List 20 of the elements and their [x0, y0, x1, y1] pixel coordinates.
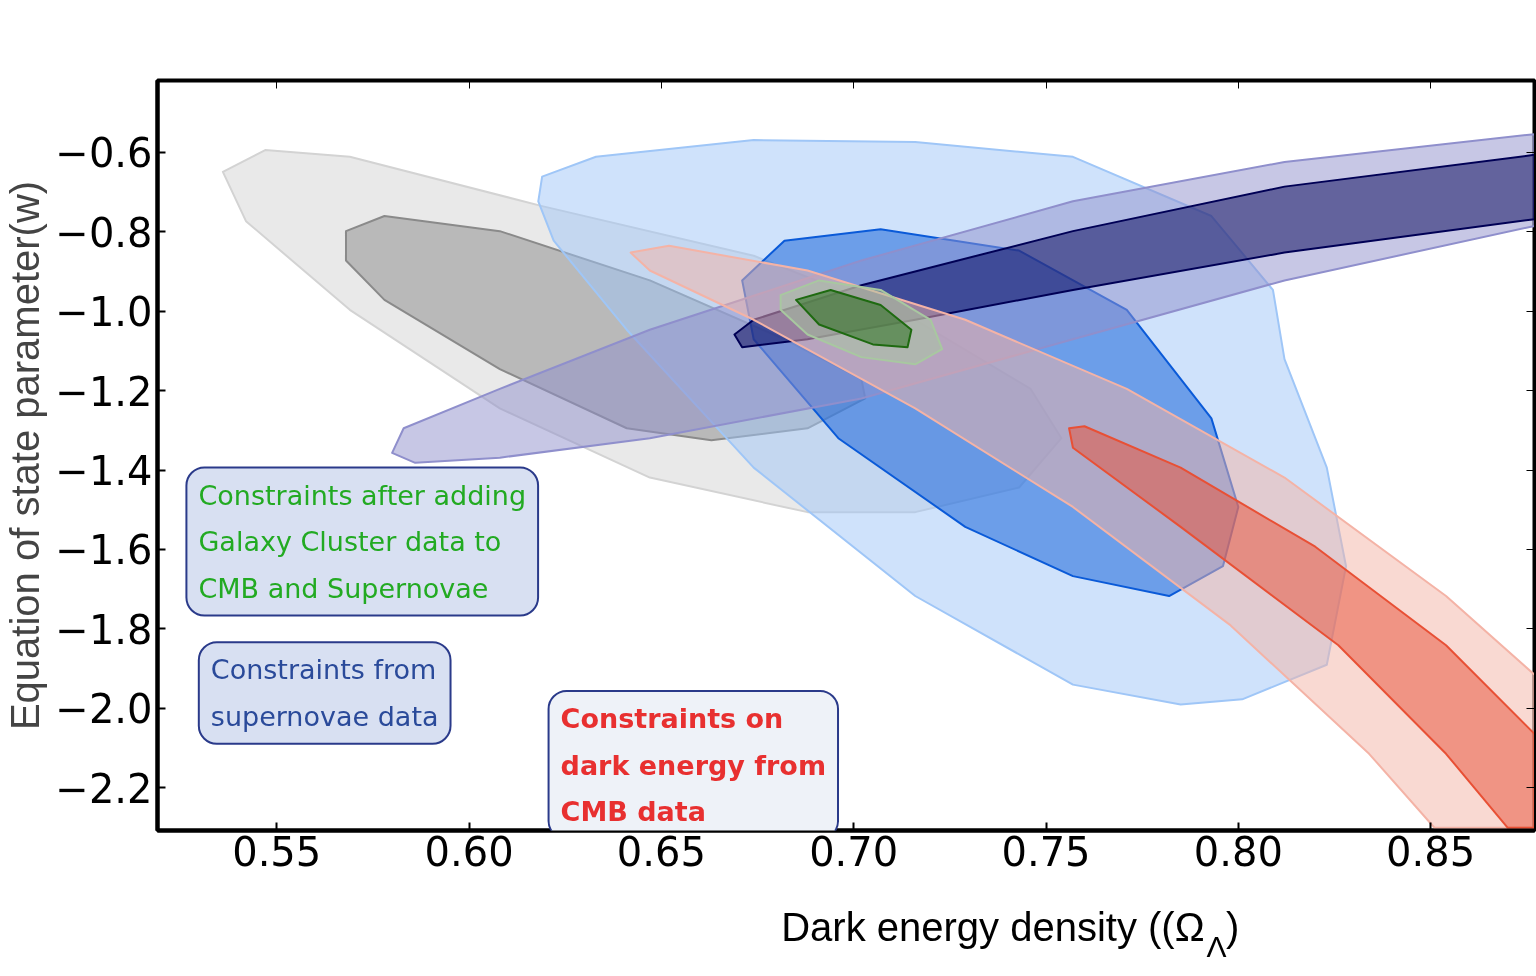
y-axis-title: Equation of state parameter(w) — [3, 180, 48, 731]
x-tick-label: 0.65 — [616, 828, 706, 875]
y-tick-label: −2.2 — [55, 765, 153, 812]
y-tick-label: −0.8 — [55, 209, 153, 256]
x-tick-label: 0.80 — [1193, 828, 1283, 875]
y-tick-label: −2.0 — [55, 686, 153, 733]
x-tick-label: 0.70 — [809, 828, 899, 875]
y-tick-label: −1.4 — [55, 448, 153, 495]
x-tick-label: 0.85 — [1386, 828, 1476, 875]
y-tick-label: −1.2 — [55, 368, 153, 415]
x-tick-label: 0.75 — [1001, 828, 1091, 875]
annotation: Constraints on dark energy from CMB data — [560, 703, 827, 827]
annotation: Constraints after adding Galaxy Cluster data to CMB and Supernovae — [198, 479, 527, 604]
y-tick-label: −0.6 — [55, 130, 153, 177]
y-tick-label: −1.0 — [55, 289, 153, 336]
annotation: Constraints from supernovae data — [210, 654, 439, 732]
x-tick-label: 0.55 — [232, 828, 322, 875]
y-tick-label: −1.6 — [55, 527, 153, 574]
x-tick-label: 0.60 — [424, 828, 514, 875]
y-tick-label: −1.8 — [55, 606, 153, 653]
